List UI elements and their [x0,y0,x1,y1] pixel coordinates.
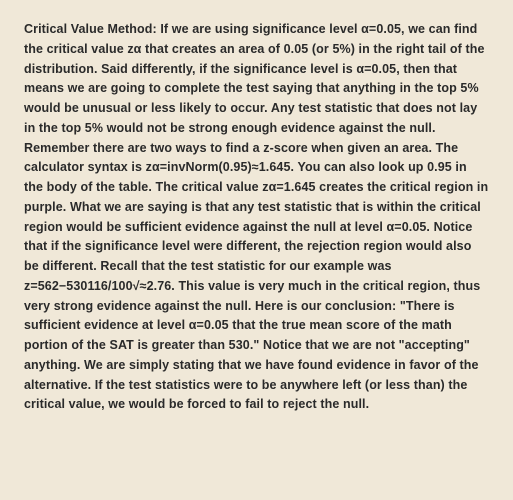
body-paragraph: Critical Value Method: If we are using s… [24,20,489,415]
